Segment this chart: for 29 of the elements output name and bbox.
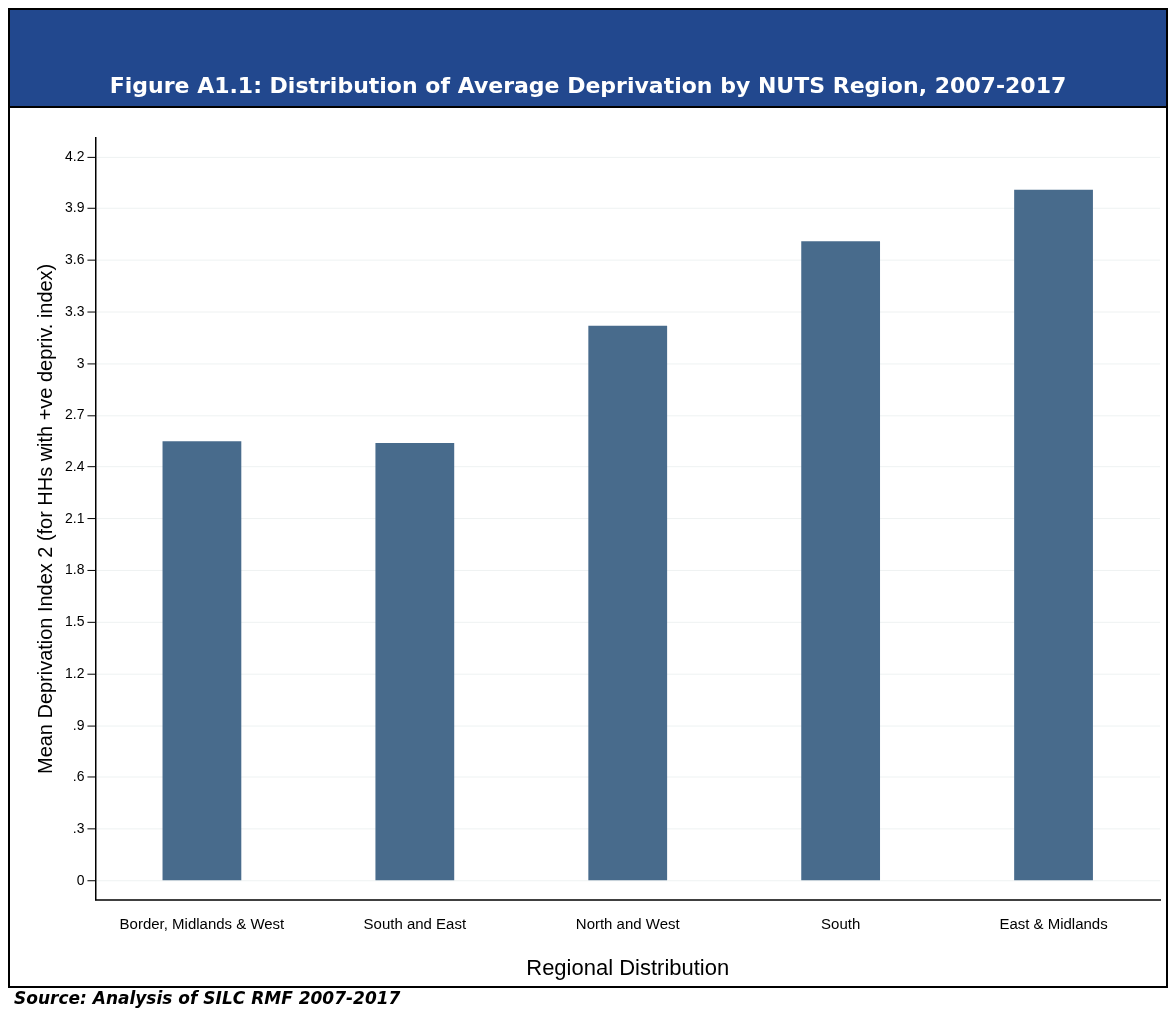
y-tick-label: 2.1 bbox=[65, 509, 85, 526]
y-tick-label: 1.2 bbox=[65, 664, 85, 681]
bar bbox=[1014, 189, 1093, 881]
bar bbox=[375, 443, 455, 881]
y-tick-label: .3 bbox=[72, 819, 85, 836]
y-tick-label: 3.6 bbox=[65, 251, 85, 268]
y-tick-label: 2.7 bbox=[65, 406, 85, 423]
y-tick-label: 0 bbox=[76, 871, 85, 888]
bar bbox=[162, 441, 242, 881]
x-tick-label: South bbox=[821, 914, 861, 932]
y-tick-label: .6 bbox=[72, 768, 85, 785]
y-axis-title: Mean Deprivation Index 2 (for HHs with +ve depriv. index) bbox=[33, 263, 56, 774]
y-tick-label: 3.9 bbox=[65, 199, 85, 216]
y-tick-label: 3 bbox=[76, 354, 85, 371]
y-tick-label: 1.8 bbox=[65, 561, 85, 578]
chart-title: Figure A1.1: Distribution of Average Deprivation by NUTS Region, 2007-2017 bbox=[109, 73, 1067, 98]
y-tick-label: 4.2 bbox=[65, 147, 85, 164]
x-tick-label: South and East bbox=[363, 914, 467, 932]
y-tick-label: 3.3 bbox=[65, 302, 85, 319]
y-tick-label: 2.4 bbox=[65, 458, 85, 474]
y-tick-label: 1.5 bbox=[65, 613, 85, 630]
bar bbox=[801, 241, 881, 881]
y-tick-label: .9 bbox=[72, 716, 85, 733]
x-axis-title: Regional Distribution bbox=[526, 954, 730, 980]
bar bbox=[588, 325, 668, 881]
x-tick-label: East & Midlands bbox=[999, 914, 1108, 932]
source-note: Source: Analysis of SILC RMF 2007-2017 bbox=[8, 986, 1168, 1008]
x-tick-label: Border, Midlands & West bbox=[119, 914, 286, 932]
x-tick-label: North and West bbox=[575, 914, 681, 932]
